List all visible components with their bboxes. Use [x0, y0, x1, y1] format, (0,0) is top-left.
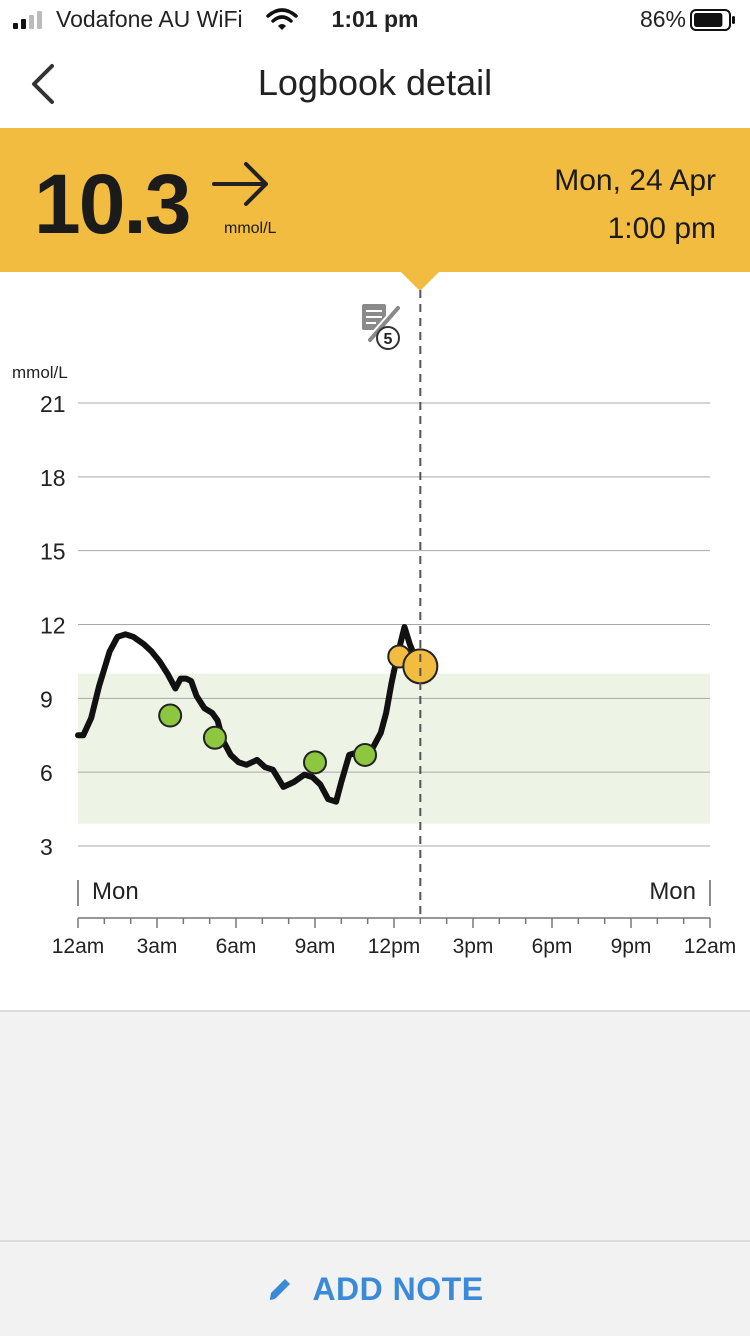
back-button[interactable] [22, 60, 66, 108]
y-tick-label: 21 [40, 391, 66, 417]
glucose-unit: mmol/L [224, 220, 277, 237]
add-note-label: ADD NOTE [312, 1270, 484, 1307]
navigation-bar: Logbook detail [0, 40, 750, 128]
glucose-scan-marker[interactable] [303, 750, 327, 775]
glucose-scan-marker[interactable] [202, 725, 227, 750]
insulin-pen-note-icon[interactable]: 5 [362, 304, 402, 350]
notes-area [0, 1010, 750, 1242]
x-tick-label: 12am [52, 935, 105, 958]
arrow-right-icon [212, 162, 268, 206]
pencil-icon [270, 1279, 291, 1300]
x-tick-label: 3am [137, 935, 178, 958]
x-tick-label: 3pm [453, 935, 494, 958]
x-tick-label: 12pm [368, 935, 421, 958]
y-tick-label: 9 [40, 686, 53, 712]
y-tick-label: 15 [40, 539, 66, 565]
x-tick-label: 6am [216, 935, 257, 958]
glucose-chart: mmol/L 21 18 15 12 9 6 3 Mon Mon 12am 3am 6am 9am 12p… [12, 290, 737, 958]
glucose-scan-marker[interactable] [158, 703, 183, 728]
y-tick-label: 6 [40, 760, 53, 786]
add-note-button[interactable]: ADD NOTE [0, 1242, 750, 1336]
day-label-start: Mon [92, 878, 139, 905]
status-time: 1:01 pm [331, 6, 419, 32]
signal-icon [13, 11, 42, 29]
x-tick-label: 9am [295, 935, 336, 958]
glucose-reading-value: 10.3 [34, 157, 191, 251]
chevron-left-icon [32, 64, 54, 104]
page-title: Logbook detail [257, 62, 493, 103]
x-tick-label: 9pm [611, 935, 652, 958]
y-axis-unit-label: mmol/L [12, 363, 68, 382]
insulin-count: 5 [384, 331, 393, 348]
reading-time: 1:00 pm [607, 212, 716, 245]
reading-pointer [400, 271, 440, 291]
y-tick-label: 3 [40, 834, 53, 860]
wifi-icon [266, 8, 298, 30]
battery-percent: 86% [639, 6, 686, 32]
reading-date: Mon, 24 Apr [554, 164, 716, 197]
carrier-name: Vodafone AU WiFi [56, 6, 243, 32]
reading-panel: 10.3 mmol/L Mon, 24 Apr 1:00 pm [0, 128, 750, 272]
glucose-chart-area: mmol/L 21 18 15 12 9 6 3 Mon Mon 12am 3am 6am 9am 12p… [0, 272, 750, 1010]
y-tick-label: 18 [40, 465, 66, 491]
day-label-end: Mon [649, 878, 696, 905]
x-tick-label: 12am [684, 935, 737, 958]
y-tick-label: 12 [40, 613, 66, 639]
x-tick-label: 6pm [532, 935, 573, 958]
glucose-scan-marker[interactable] [353, 742, 378, 767]
target-range-band [78, 673, 710, 824]
status-bar: Vodafone AU WiFi 1:01 pm 86% [0, 0, 750, 40]
battery-icon [690, 9, 735, 31]
bottom-bar: ADD NOTE [0, 1240, 750, 1336]
